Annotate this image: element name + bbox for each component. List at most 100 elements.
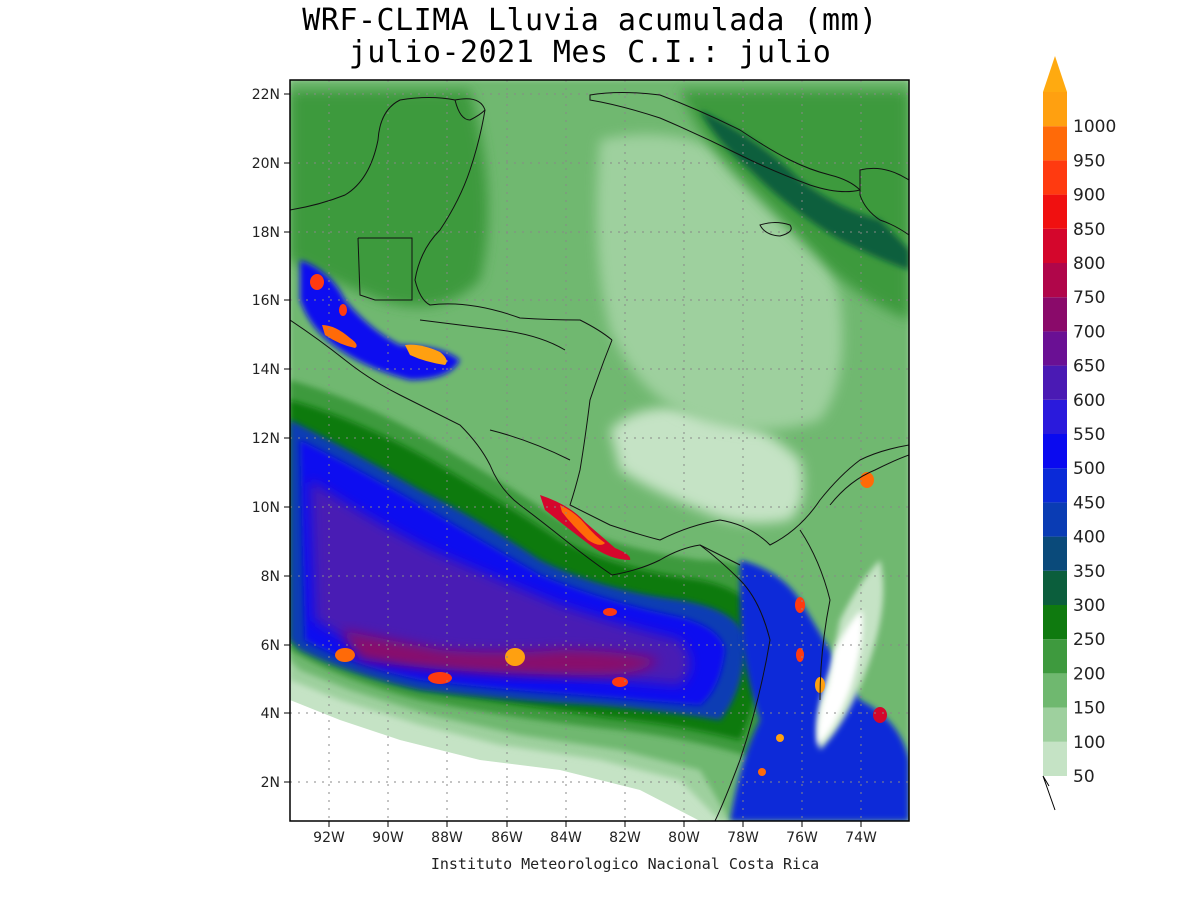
rain-950-costa-rica — [560, 505, 605, 545]
border-guatemala — [357, 237, 413, 301]
colorbar-swatch — [1043, 536, 1067, 571]
rain-hotspot — [860, 472, 874, 488]
rain-hotspot — [795, 597, 805, 613]
rain-hotspot — [505, 648, 525, 666]
colorbar-swatch — [1043, 263, 1067, 298]
coastline-central-america-caribbean — [569, 339, 909, 546]
border-panama — [699, 544, 741, 566]
colorbar-label: 100 — [1073, 733, 1105, 753]
colorbar-swatch — [1043, 365, 1067, 400]
colorbar-swatch — [1043, 673, 1067, 708]
colorbar-swatch — [1043, 434, 1067, 469]
colorbar-label: 50 — [1073, 767, 1095, 787]
lon-label: 82W — [609, 830, 641, 846]
credit-text: Instituto Meteorologico Nacional Costa R… — [430, 855, 820, 873]
lat-label: 14N — [252, 362, 280, 378]
graticule — [290, 80, 909, 821]
colorbar-label: 150 — [1073, 699, 1105, 719]
colorbar-swatch — [1043, 194, 1067, 229]
colorbar-swatch — [1043, 639, 1067, 674]
rain-hotspot — [310, 274, 324, 290]
colorbar-swatch — [1043, 502, 1067, 537]
lat-label: 16N — [252, 293, 280, 309]
rainfall-field — [290, 80, 909, 821]
andes-white-gap — [817, 610, 863, 745]
rain-600-itcz — [310, 480, 690, 685]
colorbar-overflow-arrow — [1043, 56, 1067, 92]
colorbar-label: 1000 — [1073, 117, 1116, 137]
lon-label: 84W — [550, 830, 582, 846]
colorbar-label: 550 — [1073, 425, 1105, 445]
border-honduras — [419, 319, 566, 351]
colorbar-label: 400 — [1073, 528, 1105, 548]
colorbar-swatch — [1043, 741, 1067, 776]
colorbar-swatch — [1043, 707, 1067, 742]
rain-hotspot — [339, 304, 347, 316]
coastline-yucatan — [454, 99, 486, 121]
lat-axis: 22N 20N 18N 16N 14N 12N 10N 8N 6N 4N 2N — [252, 87, 290, 791]
lat-label: 8N — [261, 569, 280, 585]
caribbean-light-patch — [610, 407, 804, 524]
lat-label: 2N — [261, 775, 280, 791]
coastline-cuba — [589, 92, 861, 193]
lat-label: 22N — [252, 87, 280, 103]
colorbar-label: 350 — [1073, 562, 1105, 582]
lat-label: 6N — [261, 638, 280, 654]
lat-label: 10N — [252, 500, 280, 516]
lon-label: 76W — [786, 830, 818, 846]
lat-label: 20N — [252, 156, 280, 172]
colorbar-label: 450 — [1073, 493, 1105, 513]
lon-label: 78W — [727, 830, 759, 846]
lon-label: 90W — [372, 830, 404, 846]
colorbar-swatch — [1043, 399, 1067, 434]
lon-label: 88W — [431, 830, 463, 846]
lat-label: 4N — [261, 706, 280, 722]
rain-hotspot — [776, 734, 784, 742]
colorbar-label: 600 — [1073, 391, 1105, 411]
colorbar-label: 700 — [1073, 322, 1105, 342]
colorbar-label: 650 — [1073, 357, 1105, 377]
coastline-hispaniola — [859, 167, 909, 236]
colorbar-swatch — [1043, 228, 1067, 263]
rain-hotspot — [758, 768, 766, 776]
colorbar-swatch — [1043, 468, 1067, 503]
colorbar-swatch — [1043, 570, 1067, 605]
colorbar-swatch — [1043, 605, 1067, 640]
colorbar-label: 500 — [1073, 459, 1105, 479]
colorbar-swatch — [1043, 92, 1067, 127]
rain-300-cuba — [700, 110, 909, 270]
lon-axis: 92W 90W 88W 86W 84W 82W 80W 78W 76W 74W — [313, 821, 877, 846]
rain-hotspot — [322, 325, 357, 348]
map-title: WRF-CLIMA Lluvia acumulada (mm) — [302, 3, 878, 38]
lat-label: 12N — [252, 431, 280, 447]
coastline-venezuela — [829, 454, 909, 506]
rain-hotspot — [428, 672, 452, 684]
colorbar-label: 850 — [1073, 220, 1105, 240]
rain-hotspot — [335, 648, 355, 662]
rain-hotspot — [873, 707, 887, 723]
colorbar-swatch — [1043, 331, 1067, 366]
rain-hotspot — [405, 344, 447, 365]
colorbar-swatch — [1043, 297, 1067, 332]
colorbar-label: 900 — [1073, 186, 1105, 206]
colorbar-swatch — [1043, 126, 1067, 161]
colorbar-label: 950 — [1073, 151, 1105, 171]
colorbar-label: 200 — [1073, 664, 1105, 684]
colorbar-underflow-marker — [1042, 775, 1056, 811]
coastline-central-america-pacific — [290, 319, 771, 821]
rain-200-west — [290, 90, 488, 307]
colorbar-swatch — [1043, 160, 1067, 195]
lat-label: 18N — [252, 225, 280, 241]
colorbar-label: 800 — [1073, 254, 1105, 274]
lon-label: 80W — [668, 830, 700, 846]
coastline-mexico-gulf — [290, 97, 613, 341]
colorbar: 50 100 150 200 250 300 350 400 450 500 550 600 650 70… — [1042, 56, 1116, 811]
colorbar-label: 300 — [1073, 596, 1105, 616]
colorbar-label: 750 — [1073, 288, 1105, 308]
colorbar-label: 250 — [1073, 630, 1105, 650]
border-colombia — [799, 529, 831, 701]
map-subtitle: julio-2021 Mes C.I.: julio — [348, 35, 832, 70]
lon-label: 74W — [845, 830, 877, 846]
